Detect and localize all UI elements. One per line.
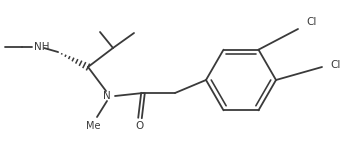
Text: Cl: Cl (330, 60, 340, 70)
Text: NH: NH (34, 42, 49, 52)
Text: N: N (103, 91, 111, 101)
Text: O: O (136, 121, 144, 131)
Text: Cl: Cl (306, 17, 316, 27)
Text: Me: Me (86, 121, 100, 131)
